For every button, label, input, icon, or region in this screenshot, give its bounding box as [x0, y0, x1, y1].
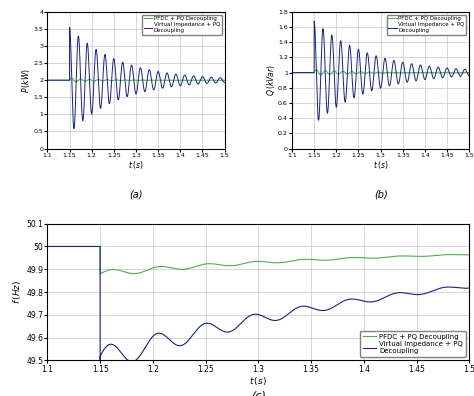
PFDC + PQ Decoupling [244, 260, 250, 265]
Virtual Impedance + PQ
Decoupling [222, 80, 228, 85]
Virtual Impedance + PQ
Decoupling [455, 69, 461, 74]
PFDC + PQ Decoupling [97, 271, 103, 276]
Virtual Impedance + PQ
Decoupling [244, 315, 250, 320]
PFDC + PQ Decoupling [158, 78, 164, 82]
PFDC + PQ Decoupling [73, 80, 79, 84]
Text: (c): (c) [251, 390, 266, 396]
Line: PFDC + PQ Decoupling: PFDC + PQ Decoupling [47, 246, 469, 274]
PFDC + PQ Decoupling [346, 255, 352, 260]
PFDC + PQ Decoupling [150, 266, 155, 270]
Line: PFDC + PQ Decoupling: PFDC + PQ Decoupling [47, 78, 225, 82]
Y-axis label: $P\/(kW)$: $P\/(kW)$ [20, 68, 32, 93]
Virtual Impedance + PQ
Decoupling [316, 118, 321, 123]
Y-axis label: $f\/(Hz)$: $f\/(Hz)$ [11, 280, 23, 304]
Text: (b): (b) [374, 190, 388, 200]
PFDC + PQ Decoupling [416, 70, 422, 75]
Virtual Impedance + PQ
Decoupling [158, 82, 164, 87]
Virtual Impedance + PQ
Decoupling [129, 359, 135, 364]
Virtual Impedance + PQ
Decoupling [210, 77, 216, 82]
Virtual Impedance + PQ
Decoupling [152, 86, 157, 90]
Virtual Impedance + PQ
Decoupling [466, 73, 472, 78]
PFDC + PQ Decoupling [318, 73, 324, 78]
Virtual Impedance + PQ
Decoupling [403, 76, 409, 80]
PFDC + PQ Decoupling [403, 70, 409, 75]
PFDC + PQ Decoupling [128, 78, 134, 83]
Legend: PFDC + PQ Decoupling, Virtual Impedance + PQ
Decoupling: PFDC + PQ Decoupling, Virtual Impedance … [142, 15, 222, 35]
X-axis label: $t\/(s)$: $t\/(s)$ [249, 375, 267, 387]
PFDC + PQ Decoupling [333, 70, 339, 75]
Virtual Impedance + PQ
Decoupling [346, 297, 352, 302]
PFDC + PQ Decoupling [69, 76, 74, 81]
Virtual Impedance + PQ
Decoupling [311, 19, 317, 23]
PFDC + PQ Decoupling [466, 253, 472, 257]
PFDC + PQ Decoupling [396, 70, 402, 75]
Virtual Impedance + PQ
Decoupling [439, 286, 445, 290]
Virtual Impedance + PQ
Decoupling [289, 70, 295, 75]
Virtual Impedance + PQ
Decoupling [45, 244, 50, 249]
Virtual Impedance + PQ
Decoupling [373, 54, 379, 59]
PFDC + PQ Decoupling [439, 253, 445, 257]
X-axis label: $t\/(s)$: $t\/(s)$ [373, 159, 388, 171]
Virtual Impedance + PQ
Decoupling [466, 286, 472, 290]
PFDC + PQ Decoupling [45, 78, 50, 83]
PFDC + PQ Decoupling [373, 70, 379, 75]
PFDC + PQ Decoupling [300, 257, 305, 262]
Virtual Impedance + PQ
Decoupling [89, 112, 94, 116]
Virtual Impedance + PQ
Decoupling [396, 79, 402, 84]
PFDC + PQ Decoupling [89, 78, 94, 82]
PFDC + PQ Decoupling [45, 244, 50, 249]
Virtual Impedance + PQ
Decoupling [71, 126, 77, 131]
Virtual Impedance + PQ
Decoupling [315, 308, 321, 312]
Virtual Impedance + PQ
Decoupling [416, 67, 422, 72]
Legend: PFDC + PQ Decoupling, Virtual Impedance + PQ
Decoupling: PFDC + PQ Decoupling, Virtual Impedance … [360, 331, 466, 357]
X-axis label: $t\/(s)$: $t\/(s)$ [128, 159, 144, 171]
Virtual Impedance + PQ
Decoupling [128, 63, 134, 68]
PFDC + PQ Decoupling [455, 70, 461, 75]
Line: Virtual Impedance + PQ
Decoupling: Virtual Impedance + PQ Decoupling [47, 246, 469, 362]
PFDC + PQ Decoupling [172, 78, 177, 83]
Line: Virtual Impedance + PQ
Decoupling: Virtual Impedance + PQ Decoupling [292, 21, 469, 120]
PFDC + PQ Decoupling [466, 70, 472, 75]
Virtual Impedance + PQ
Decoupling [172, 75, 177, 80]
PFDC + PQ Decoupling [152, 78, 157, 83]
PFDC + PQ Decoupling [222, 78, 228, 83]
Virtual Impedance + PQ
Decoupling [45, 78, 50, 83]
PFDC + PQ Decoupling [210, 78, 216, 82]
PFDC + PQ Decoupling [315, 258, 321, 263]
Virtual Impedance + PQ
Decoupling [333, 105, 339, 110]
Y-axis label: $Q\/(kVar)$: $Q\/(kVar)$ [264, 64, 276, 96]
Line: Virtual Impedance + PQ
Decoupling: Virtual Impedance + PQ Decoupling [47, 27, 225, 129]
PFDC + PQ Decoupling [289, 70, 295, 75]
Line: PFDC + PQ Decoupling: PFDC + PQ Decoupling [292, 70, 469, 75]
Virtual Impedance + PQ
Decoupling [67, 25, 73, 30]
PFDC + PQ Decoupling [313, 67, 319, 72]
Text: (a): (a) [129, 190, 143, 200]
Virtual Impedance + PQ
Decoupling [300, 304, 305, 308]
Legend: PFDC + PQ Decoupling, Virtual Impedance + PQ
Decoupling: PFDC + PQ Decoupling, Virtual Impedance … [387, 15, 466, 35]
Virtual Impedance + PQ
Decoupling [150, 334, 155, 339]
